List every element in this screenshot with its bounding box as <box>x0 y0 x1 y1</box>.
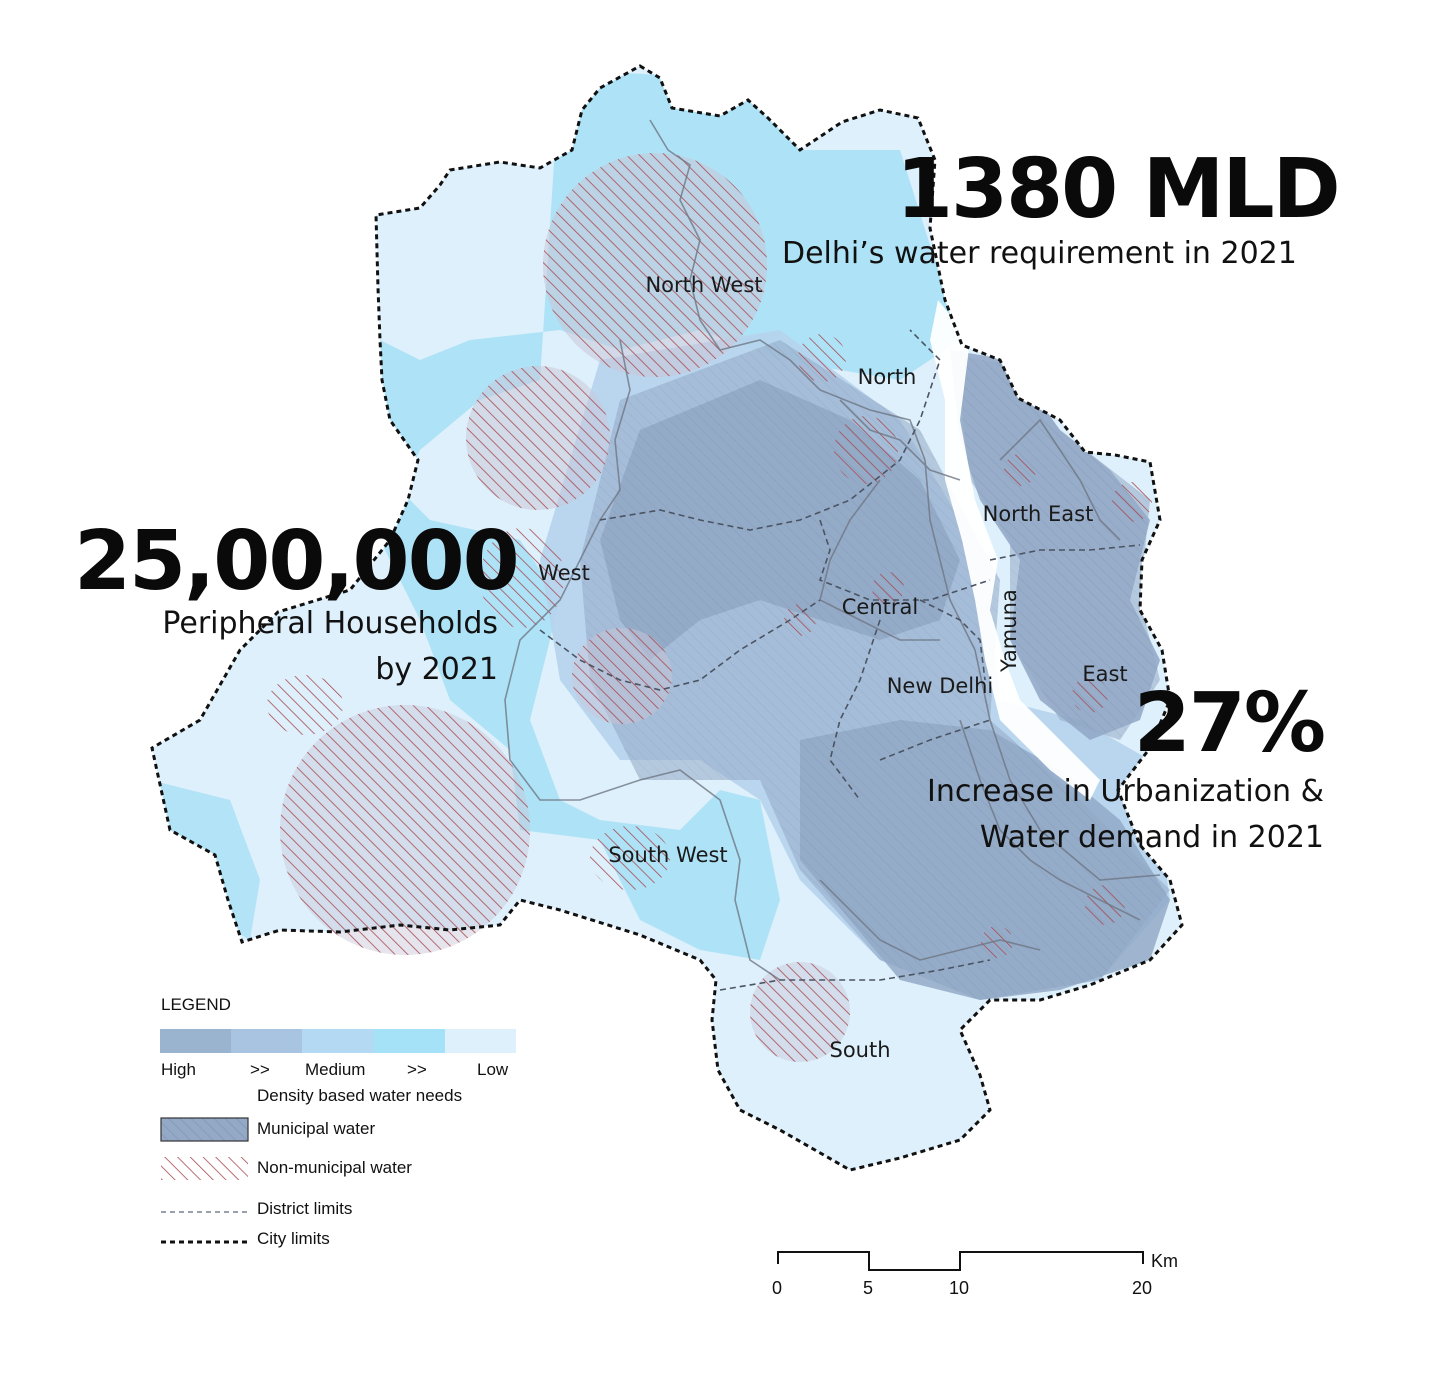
district-label-central: Central <box>842 595 918 619</box>
headline-urbanization-caption-2: Water demand in 2021 <box>979 820 1324 855</box>
municipal-water-zone <box>580 340 1170 1000</box>
headline-urbanization-caption-1: Increase in Urbanization & <box>927 774 1324 809</box>
district-label-north-east: North East <box>983 502 1094 526</box>
district-label-south-west: South West <box>608 843 727 867</box>
legend-non-municipal-swatch <box>161 1157 248 1180</box>
headline-households-value: 25,00,000 <box>74 514 520 609</box>
district-limits <box>539 329 1141 991</box>
major-roads <box>504 119 1161 981</box>
district-label-new-delhi: New Delhi <box>887 674 994 698</box>
headline-demand-value: 1380 MLD <box>896 142 1341 237</box>
medium-density-area <box>380 70 960 960</box>
ramp-label-low: Low <box>477 1060 509 1079</box>
district-label-north: North <box>858 365 917 389</box>
headline-demand-caption: Delhi’s water requirement in 2021 <box>782 236 1297 271</box>
scale-unit: Km <box>1151 1251 1178 1271</box>
legend-city-limits-label: City limits <box>257 1229 330 1248</box>
scale-bar <box>777 1251 1144 1271</box>
legend-municipal-label: Municipal water <box>257 1119 376 1138</box>
river-label-yamuna: Yamuna <box>997 589 1021 673</box>
ramp-swatch-5 <box>444 1029 517 1053</box>
district-label-north-west: North West <box>645 273 762 297</box>
district-label-west: West <box>538 561 590 585</box>
scale-tick-10: 10 <box>949 1278 970 1298</box>
scale-tick-20: 20 <box>1132 1278 1153 1298</box>
legend-non-municipal-label: Non-municipal water <box>257 1158 412 1177</box>
legend-municipal-swatch <box>160 1117 249 1142</box>
ramp-label-arrow-1: >> <box>250 1060 270 1079</box>
scale-tick-5: 5 <box>863 1278 874 1298</box>
headline-urbanization-value: 27% <box>1133 676 1326 771</box>
ramp-label-medium: Medium <box>305 1060 366 1079</box>
ramp-swatch-3 <box>302 1029 374 1053</box>
non-municipal-zones <box>267 153 1152 1062</box>
headline-households-caption-1: Peripheral Households <box>162 606 498 641</box>
district-label-south: South <box>829 1038 890 1062</box>
ramp-swatch-1 <box>160 1029 232 1053</box>
scale-tick-0: 0 <box>772 1278 783 1298</box>
municipal-water-east <box>955 355 1160 740</box>
ramp-label-high: High <box>161 1060 196 1079</box>
legend-density-caption: Density based water needs <box>257 1086 463 1105</box>
headline-households-caption-2: by 2021 <box>375 652 498 687</box>
legend-density-ramp <box>160 1029 517 1053</box>
ramp-swatch-2 <box>231 1029 303 1053</box>
yamuna-river <box>930 300 1100 800</box>
ramp-label-arrow-2: >> <box>407 1060 427 1079</box>
district-label-east: East <box>1082 662 1127 686</box>
ramp-swatch-4 <box>373 1029 445 1053</box>
legend-title: LEGEND <box>161 995 231 1014</box>
legend-district-limits-label: District limits <box>257 1199 353 1218</box>
